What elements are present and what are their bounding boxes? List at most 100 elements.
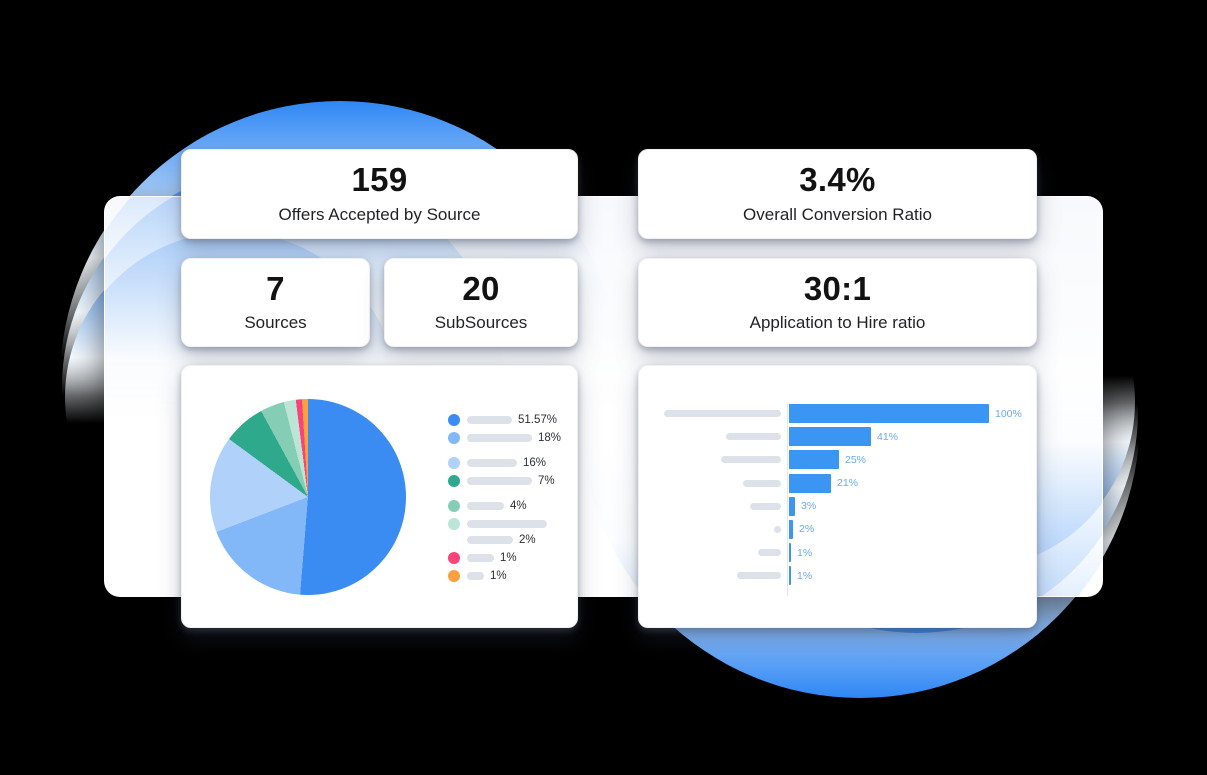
legend-label-placeholder <box>467 519 547 528</box>
legend-label-placeholder <box>467 571 484 580</box>
bar-value-label: 41% <box>877 430 899 443</box>
bar-category-placeholder-wrap <box>664 433 781 441</box>
stat-card-subsources: 20 SubSources <box>384 258 578 347</box>
legend-value-label: 4% <box>510 499 527 512</box>
legend-value-label: 7% <box>538 474 555 487</box>
legend-item: 7% <box>448 474 572 487</box>
legend-item-line: 51.57% <box>448 413 572 426</box>
bar-value-label: 25% <box>845 453 867 466</box>
legend-value-label: 1% <box>490 569 507 582</box>
bar-chart-row: 1% <box>639 543 1038 563</box>
sources-value: 7 <box>266 269 285 307</box>
legend-item: 4% <box>448 499 572 512</box>
bar-chart-row: 25% <box>639 450 1038 470</box>
bar-category-placeholder <box>750 502 781 510</box>
bar-category-placeholder-wrap <box>664 479 781 487</box>
sources-label: Sources <box>244 313 307 333</box>
application-to-hire-value: 30:1 <box>803 269 872 307</box>
stat-card-sources: 7 Sources <box>181 258 370 347</box>
bar-chart-row: 1% <box>639 566 1038 586</box>
legend-label-placeholder <box>467 476 532 485</box>
legend-value-label: 18% <box>538 431 562 444</box>
bar-category-placeholder-wrap <box>664 456 781 464</box>
legend-item-line <box>448 517 572 530</box>
subsources-value: 20 <box>462 269 500 307</box>
bar-chart-row: 3% <box>639 496 1038 516</box>
legend-item-line: 1% <box>448 551 572 564</box>
bar-value-label: 2% <box>799 523 815 536</box>
legend-label-placeholder <box>467 535 513 544</box>
conversion-ratio-label: Overall Conversion Ratio <box>743 204 932 224</box>
legend-item: 2% <box>448 517 572 546</box>
bar-category-placeholder-wrap <box>664 502 781 510</box>
legend-label-placeholder <box>467 501 504 510</box>
bar-segment <box>789 404 989 423</box>
conversion-ratio-value: 3.4% <box>799 161 876 199</box>
bar-segment <box>789 450 839 470</box>
offers-accepted-value: 159 <box>351 161 408 199</box>
legend-item: 16% <box>448 456 572 469</box>
legend-value-label: 51.57% <box>518 413 558 426</box>
legend-color-dot <box>448 551 460 564</box>
legend-color-dot <box>448 413 460 426</box>
bar-chart-row: 41% <box>639 427 1038 447</box>
legend-color-dot <box>448 569 460 582</box>
legend-label-placeholder <box>467 553 494 562</box>
bar-chart: 100% 41% 25% 21% 3% 2% 1% 1% <box>639 404 1038 604</box>
legend-item-line: 7% <box>448 474 572 487</box>
bar-value-label: 3% <box>801 500 817 513</box>
bar-category-placeholder-wrap <box>664 525 781 533</box>
bar-chart-row: 100% <box>639 404 1038 423</box>
legend-item: 1% <box>448 551 572 564</box>
bar-category-placeholder <box>774 525 781 533</box>
bar-category-placeholder-wrap <box>664 549 781 557</box>
legend-value-label: 2% <box>519 533 536 546</box>
legend-color-dot <box>448 474 460 487</box>
bar-segment <box>789 543 791 563</box>
bar-segment <box>789 473 831 493</box>
bar-category-placeholder <box>737 572 781 580</box>
bar-segment <box>789 427 871 447</box>
bar-chart-row: 21% <box>639 473 1038 493</box>
offers-accepted-label: Offers Accepted by Source <box>278 204 481 224</box>
legend-label-placeholder <box>467 415 512 424</box>
bar-value-label: 100% <box>995 407 1022 420</box>
bar-category-placeholder-wrap <box>664 572 781 580</box>
legend-value-label: 1% <box>500 551 517 564</box>
legend-label-placeholder <box>467 458 517 467</box>
legend-color-dot <box>448 517 460 530</box>
legend-item-line: 2% <box>467 533 572 546</box>
bar-value-label: 21% <box>837 477 859 490</box>
bar-segment <box>789 519 793 539</box>
bar-chart-rows: 100% 41% 25% 21% 3% 2% 1% 1% <box>639 404 1038 586</box>
application-to-hire-label: Application to Hire ratio <box>749 313 926 333</box>
bar-value-label: 1% <box>797 546 813 559</box>
legend-item-line: 16% <box>448 456 572 469</box>
legend-item: 18% <box>448 431 572 444</box>
bar-category-placeholder <box>758 549 781 557</box>
legend-item-line: 1% <box>448 569 572 582</box>
pie-chart <box>210 399 406 595</box>
bar-category-placeholder <box>721 456 781 464</box>
legend-value-label: 16% <box>523 456 547 469</box>
bar-chart-row: 2% <box>639 519 1038 539</box>
pie-chart-card: 51.57% 18% 16% 7% 4% 2% 1% 1% <box>181 365 578 628</box>
bar-segment <box>789 496 795 516</box>
bar-value-label: 1% <box>797 569 813 582</box>
bar-chart-axis-line <box>787 404 788 596</box>
bar-segment <box>789 566 791 586</box>
legend-item-line: 18% <box>448 431 572 444</box>
bar-category-placeholder <box>743 479 781 487</box>
stat-card-offers-accepted: 159 Offers Accepted by Source <box>181 149 578 239</box>
legend-item: 1% <box>448 569 572 582</box>
legend-item-line: 4% <box>448 499 572 512</box>
legend-label-placeholder <box>467 433 532 442</box>
stat-card-application-to-hire: 30:1 Application to Hire ratio <box>638 258 1037 347</box>
pie-chart-legend: 51.57% 18% 16% 7% 4% 2% 1% 1% <box>448 413 572 582</box>
legend-color-dot <box>448 431 460 444</box>
legend-item: 51.57% <box>448 413 572 426</box>
bar-category-placeholder-wrap <box>664 410 781 417</box>
subsources-label: SubSources <box>434 313 528 333</box>
bar-category-placeholder <box>664 410 781 417</box>
